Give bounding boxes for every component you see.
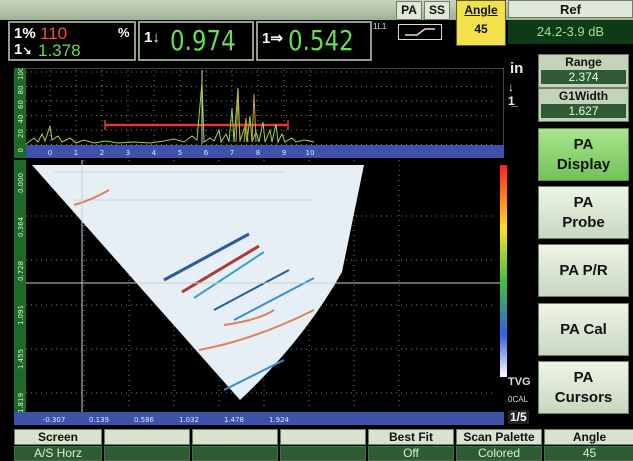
sscan-y-ticks: 0.000 0.364 0.728 1.091 1.455 1.819 xyxy=(17,173,25,413)
bottom-key-label-7[interactable]: Angle xyxy=(544,429,633,445)
ascan-grid xyxy=(26,70,494,145)
soundpath-label: 1↘ xyxy=(14,41,32,58)
depth-value: 0.974 xyxy=(170,24,236,57)
page-indicator[interactable]: 1/5 xyxy=(508,410,529,424)
surface-distance-value: 0.542 xyxy=(288,24,354,57)
ascan-y-tick-label: 40 xyxy=(17,115,25,124)
bottom-key-value-4 xyxy=(280,446,366,461)
pa-cursors-button[interactable]: PA Cursors xyxy=(538,361,629,414)
g1width-label: G1Width xyxy=(558,89,609,103)
ascan-x-tick-label: 2 xyxy=(100,149,104,157)
bottom-key-label-2[interactable] xyxy=(104,429,190,445)
ascan-x-axis-strip xyxy=(26,145,504,158)
g1width-control[interactable]: G1Width 1.627 xyxy=(538,88,629,122)
ascan-signal xyxy=(25,81,315,145)
sscan-y-tick-label: 0.728 xyxy=(17,261,25,281)
pa-display-button[interactable]: PA Display xyxy=(538,128,629,181)
ascan-y-ticks: 100 80 60 40 20 0 xyxy=(17,68,25,153)
ascan-x-tick-label: 8 xyxy=(256,149,260,157)
sscan-x-axis-strip xyxy=(14,412,504,425)
sscan-y-tick-label: 1.819 xyxy=(17,393,25,413)
bottom-key-value-6: Colored xyxy=(456,446,542,461)
ascan-x-tick-label: 1 xyxy=(74,149,78,157)
amplitude-label: 1% xyxy=(14,25,36,42)
surface-distance-readout: 1⇒ 0.542 xyxy=(256,21,372,61)
sscan-x-tick-label: 1.478 xyxy=(224,416,244,424)
sscan-panel[interactable]: 0.000 0.364 0.728 1.091 1.455 1.819 -0.307 0.1… xyxy=(14,160,514,425)
ascan-x-tick-label: 10 xyxy=(306,149,315,157)
sscan-x-ticks: -0.307 0.139 0.586 1.032 1.478 1.924 xyxy=(43,416,290,424)
sscan-y-axis-strip xyxy=(14,160,26,412)
ascan-x-tick-label: 7 xyxy=(230,149,234,157)
probe-shape-icon xyxy=(398,24,442,40)
ascan-x-tick-label: 0 xyxy=(48,149,52,157)
angle-button[interactable]: Angle 45 xyxy=(456,0,506,46)
sscan-y-tick-label: 1.455 xyxy=(17,349,25,369)
bottom-key-value-7: 45 xyxy=(544,446,633,461)
ascan-x-ticks: 0 1 2 3 4 5 6 7 8 9 10 xyxy=(48,149,315,157)
ascan-x-tick-label: 9 xyxy=(282,149,286,157)
ascan-y-tick-label: 100 xyxy=(17,68,25,80)
pa-probe-button[interactable]: PA Probe xyxy=(538,186,629,239)
unit-label: in xyxy=(510,60,524,77)
ascan-y-axis-strip xyxy=(14,68,26,158)
cal-label: 0CAL xyxy=(508,395,529,404)
range-value: 2.374 xyxy=(541,70,626,84)
surface-distance-label: 1⇒ xyxy=(262,30,283,47)
sscan-x-tick-label: 0.586 xyxy=(134,416,155,424)
sscan-echo-2 xyxy=(163,232,250,282)
ascan-x-tick-label: 6 xyxy=(204,149,209,157)
ss-mode-indicator[interactable]: SS xyxy=(424,1,450,20)
color-palette-bar xyxy=(500,165,507,377)
ascan-y-tick-label: 20 xyxy=(17,129,25,138)
bottom-key-label-3[interactable] xyxy=(192,429,278,445)
soundpath-value: 1.378 xyxy=(38,41,81,60)
pa-cal-button[interactable]: PA Cal xyxy=(538,303,629,356)
bottom-key-value-2 xyxy=(104,446,190,461)
amplitude-value: 110 xyxy=(40,24,68,43)
sscan-y-tick-label: 0.364 xyxy=(17,216,25,237)
ascan-x-tick-label: 3 xyxy=(126,149,130,157)
ascan-y-tick-label: 80 xyxy=(17,86,25,95)
sscan-y-tick-label: 0.000 xyxy=(17,173,25,193)
cursor-indicator-icon: ↓1̲ xyxy=(508,80,515,108)
sscan-x-tick-label: 0.139 xyxy=(89,416,109,424)
probe-indicator-label: 1L1 xyxy=(373,22,387,31)
bottom-key-label-5[interactable]: Best Fit xyxy=(368,429,454,445)
bottom-key-label-1[interactable]: Screen xyxy=(14,429,102,445)
angle-value: 45 xyxy=(474,22,488,36)
sscan-echo-1 xyxy=(73,189,110,206)
sscan-x-tick-label: 1.032 xyxy=(179,416,199,424)
amplitude-unit: % xyxy=(118,25,130,40)
ref-label: Ref xyxy=(508,0,633,18)
g1width-value: 1.627 xyxy=(541,104,626,118)
ascan-y-tick-label: 60 xyxy=(17,100,25,109)
amplitude-readout: 1% 110 % 1↘ 1.378 xyxy=(8,21,136,61)
bottom-key-value-1: A/S Horz xyxy=(14,446,102,461)
depth-readout: 1↓ 0.974 xyxy=(138,21,254,61)
ascan-x-tick-label: 5 xyxy=(178,149,182,157)
pa-pr-button[interactable]: PA P/R xyxy=(538,244,629,297)
tvg-label: TVG xyxy=(508,376,531,388)
angle-label: Angle xyxy=(464,3,498,17)
ref-gain-box[interactable]: Ref 24.2-3.9 dB xyxy=(508,0,633,44)
pa-mode-indicator[interactable]: PA xyxy=(396,1,422,20)
sscan-echo-3 xyxy=(181,244,260,294)
ref-value: 24.2-3.9 dB xyxy=(508,20,633,44)
sscan-y-tick-label: 1.091 xyxy=(17,305,25,325)
bottom-key-value-5: Off xyxy=(368,446,454,461)
depth-label: 1↓ xyxy=(144,29,160,46)
ascan-y-tick-label: 0 xyxy=(17,148,25,152)
range-control[interactable]: Range 2.374 xyxy=(538,54,629,88)
ascan-panel[interactable]: 100 80 60 40 20 0 0 1 2 3 4 5 6 7 8 9 10 xyxy=(14,68,504,158)
sscan-x-tick-label: -0.307 xyxy=(43,416,66,424)
ascan-x-tick-label: 4 xyxy=(152,149,157,157)
sscan-x-tick-label: 1.924 xyxy=(269,416,290,424)
bottom-key-value-3 xyxy=(192,446,278,461)
bottom-key-label-6[interactable]: Scan Palette xyxy=(456,429,542,445)
range-label: Range xyxy=(565,55,602,69)
ascan-signal-peaks xyxy=(235,93,257,143)
bottom-key-label-4[interactable] xyxy=(280,429,366,445)
